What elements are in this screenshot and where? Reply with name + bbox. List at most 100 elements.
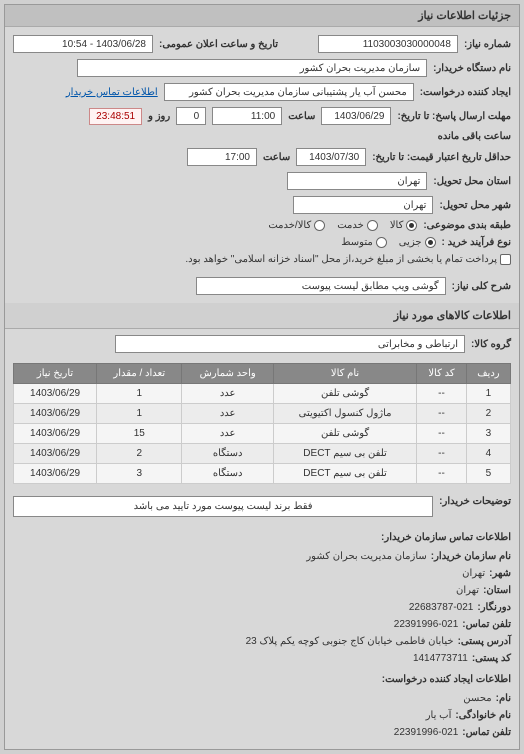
goods-section-title: اطلاعات کالاهای مورد نیاز [5, 303, 519, 329]
remain-text: ساعت باقی مانده [438, 131, 511, 142]
process-note: پرداخت تمام یا بخشی از مبلغ خرید،از محل … [185, 254, 497, 265]
time-label-2: ساعت [263, 152, 290, 163]
buyer-note-box: فقط برند لیست پیوست مورد تایید می باشد [13, 496, 433, 517]
cell-name: گوشی تلفن [273, 424, 416, 444]
fname-label: نام: [496, 690, 511, 707]
cphone-value: 22391996-021 [394, 724, 459, 741]
radio-goods[interactable]: کالا [390, 220, 418, 231]
table-row[interactable]: 4--تلفن بی سیم DECTدستگاه21403/06/29 [14, 444, 511, 464]
cell-qty: 1 [97, 384, 182, 404]
radio-both[interactable]: کالا/خدمت [268, 220, 325, 231]
cell-name: تلفن بی سیم DECT [273, 464, 416, 484]
col-qty: تعداد / مقدار [97, 364, 182, 384]
table-row[interactable]: 5--تلفن بی سیم DECTدستگاه31403/06/29 [14, 464, 511, 484]
class-radio-group: کالا خدمت کالا/خدمت [268, 220, 417, 231]
table-header-row: ردیف کد کالا نام کالا واحد شمارش تعداد /… [14, 364, 511, 384]
addr-value: خیابان فاطمی خیابان کاج جنوبی کوچه یکم پ… [246, 633, 454, 650]
radio-small[interactable]: جزیی [399, 237, 436, 248]
treasury-check[interactable]: پرداخت تمام یا بخشی از مبلغ خرید،از محل … [185, 254, 511, 265]
cell-unit: عدد [182, 424, 273, 444]
table-row[interactable]: 2--ماژول کنسول اکتیویتیعدد11403/06/29 [14, 404, 511, 424]
group-field: ارتباطی و مخابراتی [115, 335, 465, 353]
fname-value: محسن [463, 690, 491, 707]
radio-dot-icon [367, 220, 378, 231]
cell-name: ماژول کنسول اکتیویتی [273, 404, 416, 424]
pub-date-field: 1403/06/28 - 10:54 [13, 35, 153, 53]
cell-qty: 15 [97, 424, 182, 444]
post-label: کد پستی: [472, 650, 511, 667]
cell-unit: دستگاه [182, 464, 273, 484]
cell-date: 1403/06/29 [14, 444, 97, 464]
table-row[interactable]: 1--گوشی تلفنعدد11403/06/29 [14, 384, 511, 404]
cell-unit: عدد [182, 384, 273, 404]
radio-goods-label: کالا [390, 220, 404, 231]
ccity-value: تهران [462, 565, 485, 582]
process-label: نوع فرآیند خرید : [442, 237, 511, 248]
cell-n: 1 [466, 384, 510, 404]
cell-n: 4 [466, 444, 510, 464]
cell-name: تلفن بی سیم DECT [273, 444, 416, 464]
buyer-note-label: توضیحات خریدار: [439, 496, 511, 507]
class-label: طبقه بندی موضوعی: [423, 220, 511, 231]
cell-date: 1403/06/29 [14, 404, 97, 424]
countdown-field: 23:48:51 [89, 108, 142, 125]
ccity-label: شهر: [489, 565, 511, 582]
org-value: سازمان مدیریت بحران کشور [306, 548, 426, 565]
details-panel: جزئیات اطلاعات نیاز شماره نیاز: 11030030… [4, 4, 520, 750]
creator-section-title: اطلاعات ایجاد کننده درخواست: [13, 671, 511, 688]
radio-dot-icon [376, 237, 387, 248]
days-remain-field: 0 [176, 107, 206, 125]
radio-small-label: جزیی [399, 237, 422, 248]
post-value: 1414773711 [413, 650, 468, 667]
deadline-time-field: 11:00 [212, 107, 282, 125]
cell-date: 1403/06/29 [14, 424, 97, 444]
table-row[interactable]: 3--گوشی تلفنعدد151403/06/29 [14, 424, 511, 444]
radio-medium[interactable]: متوسط [341, 237, 386, 248]
validity-label: حداقل تاریخ اعتبار قیمت: تا تاریخ: [372, 152, 511, 163]
cell-qty: 3 [97, 464, 182, 484]
cell-unit: دستگاه [182, 444, 273, 464]
col-unit: واحد شمارش [182, 364, 273, 384]
creator-field: محسن آب یار پشتیبانی سازمان مدیریت بحران… [164, 83, 414, 101]
radio-service[interactable]: خدمت [337, 220, 378, 231]
contact-link[interactable]: اطلاعات تماس خریدار [66, 87, 158, 98]
lname-label: نام خانوادگی: [455, 707, 511, 724]
cell-qty: 2 [97, 444, 182, 464]
radio-both-label: کالا/خدمت [268, 220, 311, 231]
cell-code: -- [417, 404, 467, 424]
cell-code: -- [417, 444, 467, 464]
lname-value: آب یار [426, 707, 452, 724]
cell-n: 5 [466, 464, 510, 484]
cell-name: گوشی تلفن [273, 384, 416, 404]
req-no-label: شماره نیاز: [464, 39, 511, 50]
need-title-field: گوشی ویپ مطابق لیست پیوست [196, 277, 446, 295]
deadline-date-field: 1403/06/29 [321, 107, 391, 125]
radio-service-label: خدمت [337, 220, 364, 231]
pub-date-label: تاریخ و ساعت اعلان عمومی: [159, 39, 278, 50]
city-field: تهران [293, 196, 433, 214]
cell-code: -- [417, 384, 467, 404]
phone-label: تلفن تماس: [462, 616, 511, 633]
fax-label: دورنگار: [477, 599, 511, 616]
creator-label: ایجاد کننده درخواست: [420, 87, 511, 98]
time-label-1: ساعت [288, 111, 315, 122]
deadline-label: مهلت ارسال پاسخ: تا تاریخ: [397, 111, 511, 122]
col-row: ردیف [466, 364, 510, 384]
cprov-value: تهران [456, 582, 479, 599]
addr-label: آدرس پستی: [458, 633, 511, 650]
col-name: نام کالا [273, 364, 416, 384]
form-area: شماره نیاز: 1103003030000048 تاریخ و ساع… [5, 27, 519, 303]
radio-medium-label: متوسط [341, 237, 372, 248]
cell-date: 1403/06/29 [14, 384, 97, 404]
org-label: نام سازمان خریدار: [431, 548, 511, 565]
province-field: تهران [287, 172, 427, 190]
goods-table: ردیف کد کالا نام کالا واحد شمارش تعداد /… [13, 363, 511, 484]
province-label: استان محل تحویل: [433, 176, 511, 187]
panel-title: جزئیات اطلاعات نیاز [5, 5, 519, 27]
buyer-label: نام دستگاه خریدار: [433, 63, 511, 74]
cphone-label: تلفن تماس: [462, 724, 511, 741]
need-title-label: شرح کلی نیاز: [452, 281, 511, 292]
phone-value: 22391996-021 [394, 616, 459, 633]
cell-qty: 1 [97, 404, 182, 424]
radio-dot-icon [406, 220, 417, 231]
